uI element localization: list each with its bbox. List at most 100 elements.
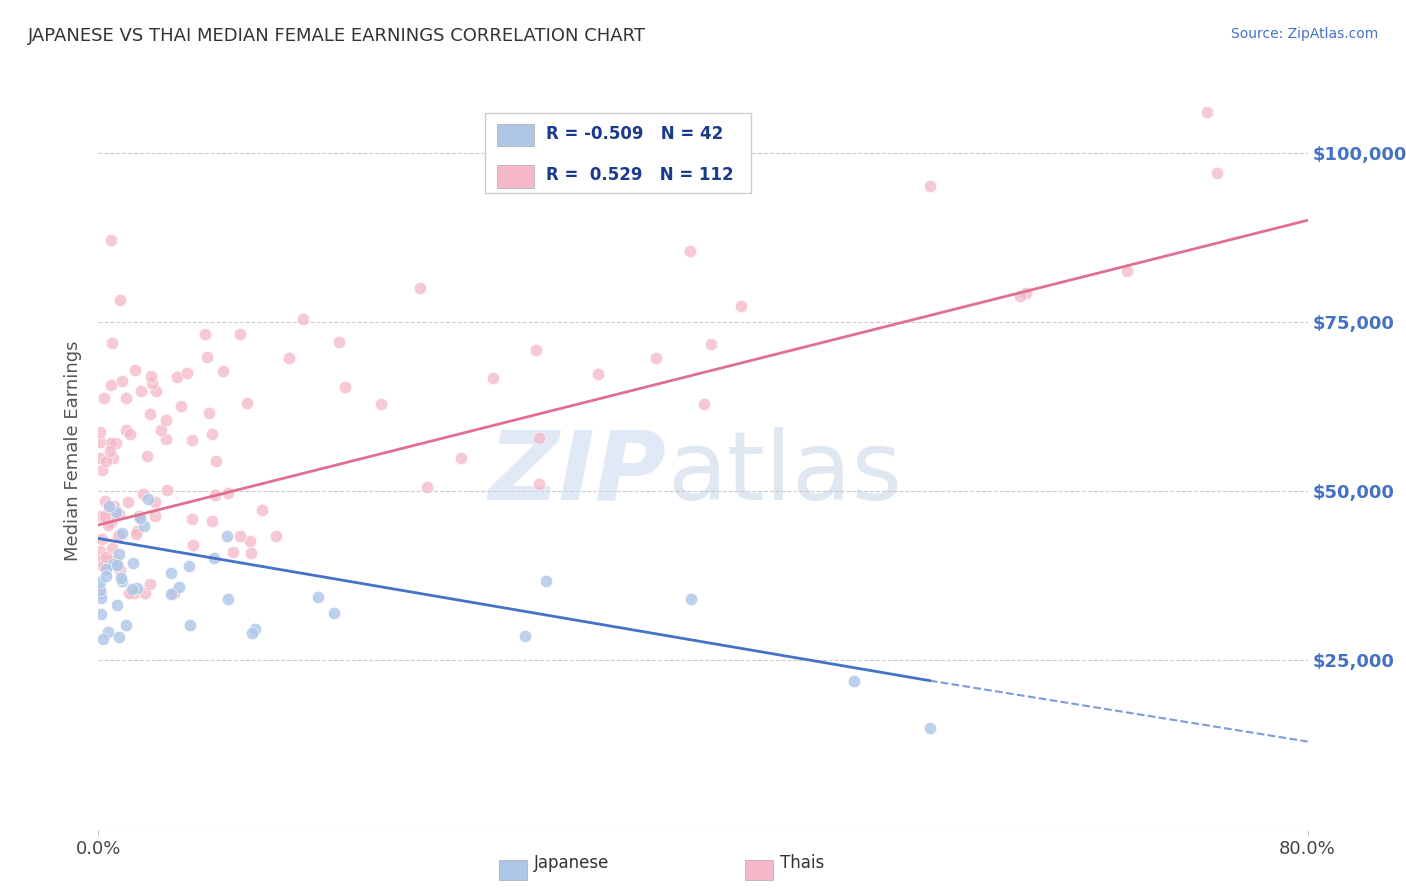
Point bbox=[98, 444, 121, 458]
Point bbox=[693, 397, 716, 411]
Point bbox=[90, 607, 112, 621]
Point bbox=[143, 494, 166, 508]
Point bbox=[328, 335, 350, 350]
FancyBboxPatch shape bbox=[498, 124, 534, 146]
Text: R = -0.509   N = 42: R = -0.509 N = 42 bbox=[546, 125, 723, 143]
Point bbox=[90, 591, 112, 605]
Point bbox=[179, 618, 201, 632]
Point bbox=[94, 493, 117, 508]
Point bbox=[98, 500, 121, 515]
Point bbox=[201, 514, 224, 528]
Point bbox=[107, 528, 129, 542]
Point bbox=[141, 376, 163, 390]
Point bbox=[89, 435, 111, 450]
Point bbox=[277, 351, 299, 366]
Point bbox=[201, 426, 224, 441]
Point bbox=[645, 351, 668, 365]
Point bbox=[180, 512, 202, 526]
Point bbox=[169, 580, 191, 594]
Point bbox=[222, 544, 245, 558]
Point bbox=[101, 336, 124, 351]
Point bbox=[89, 582, 111, 597]
Point bbox=[155, 483, 177, 497]
Point bbox=[416, 479, 439, 493]
Text: atlas: atlas bbox=[666, 426, 901, 520]
Point bbox=[115, 618, 138, 632]
FancyBboxPatch shape bbox=[498, 165, 534, 188]
Point bbox=[135, 450, 157, 464]
Point bbox=[129, 510, 152, 524]
Point bbox=[89, 425, 111, 439]
Point bbox=[291, 312, 314, 326]
Point bbox=[229, 529, 252, 543]
Point bbox=[129, 510, 152, 524]
Point bbox=[100, 552, 122, 566]
Point bbox=[89, 585, 111, 599]
Point bbox=[105, 436, 128, 450]
Point bbox=[250, 503, 273, 517]
Point bbox=[90, 509, 112, 524]
Point bbox=[370, 397, 392, 411]
Point bbox=[181, 538, 204, 552]
Point bbox=[240, 546, 263, 560]
Point bbox=[125, 524, 148, 539]
Point bbox=[217, 486, 239, 500]
Point bbox=[100, 377, 122, 392]
Text: Thais: Thais bbox=[780, 855, 824, 872]
Point bbox=[132, 486, 155, 500]
Point bbox=[105, 558, 128, 572]
Text: JAPANESE VS THAI MEDIAN FEMALE EARNINGS CORRELATION CHART: JAPANESE VS THAI MEDIAN FEMALE EARNINGS … bbox=[28, 27, 647, 45]
Point bbox=[100, 508, 122, 523]
Point bbox=[527, 476, 550, 491]
Point bbox=[114, 392, 136, 406]
Point bbox=[108, 630, 131, 644]
Point bbox=[91, 463, 114, 477]
Point bbox=[170, 400, 193, 414]
Point bbox=[108, 293, 131, 308]
Point bbox=[118, 427, 141, 442]
Point bbox=[134, 519, 156, 533]
Point bbox=[128, 508, 150, 523]
Point bbox=[176, 366, 198, 380]
Point bbox=[108, 548, 131, 562]
Point bbox=[90, 553, 112, 567]
Point bbox=[139, 369, 162, 384]
Text: Source: ZipAtlas.com: Source: ZipAtlas.com bbox=[1230, 27, 1378, 41]
Point bbox=[1015, 285, 1038, 300]
Point bbox=[181, 434, 204, 448]
Point bbox=[129, 384, 152, 398]
Point bbox=[145, 384, 167, 399]
Point bbox=[1195, 105, 1218, 120]
Point bbox=[139, 408, 162, 422]
Point bbox=[679, 591, 702, 606]
Point bbox=[89, 575, 111, 590]
Point bbox=[524, 343, 547, 357]
Point bbox=[101, 450, 124, 465]
Point bbox=[120, 585, 142, 599]
Point bbox=[121, 582, 143, 597]
Point bbox=[94, 454, 117, 468]
Point bbox=[1116, 264, 1139, 278]
Point bbox=[107, 598, 129, 612]
Point bbox=[160, 566, 183, 580]
Point bbox=[204, 488, 226, 502]
Point bbox=[111, 525, 134, 540]
Point bbox=[139, 577, 162, 591]
Point bbox=[149, 423, 172, 437]
Point bbox=[322, 606, 344, 620]
Y-axis label: Median Female Earnings: Median Female Earnings bbox=[65, 340, 83, 561]
Point bbox=[1206, 166, 1229, 180]
Point bbox=[236, 395, 259, 409]
Point bbox=[844, 673, 866, 688]
Point bbox=[127, 581, 149, 595]
Point bbox=[91, 632, 114, 646]
Point bbox=[166, 369, 188, 384]
Point bbox=[108, 563, 131, 577]
Point bbox=[586, 367, 609, 381]
Point bbox=[195, 350, 218, 364]
Point bbox=[239, 533, 262, 548]
Point bbox=[97, 499, 120, 513]
Point bbox=[243, 622, 266, 636]
Point bbox=[100, 435, 122, 450]
Point bbox=[91, 559, 114, 574]
